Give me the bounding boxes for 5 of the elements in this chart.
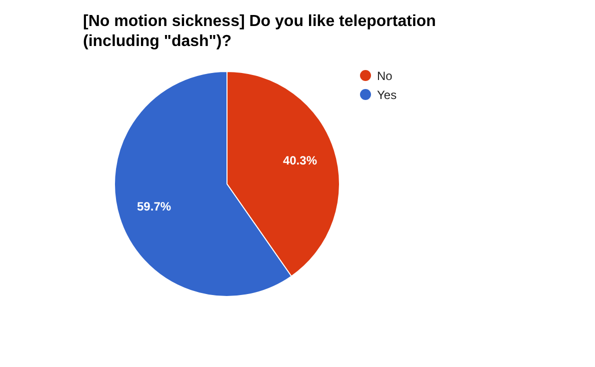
legend-label: Yes bbox=[377, 88, 397, 102]
chart-title: [No motion sickness] Do you like teleportation (including "dash")? bbox=[83, 12, 437, 52]
legend-label: No bbox=[377, 68, 392, 82]
data-label: 40.3% bbox=[282, 153, 318, 168]
data-label: 59.7% bbox=[137, 199, 172, 214]
